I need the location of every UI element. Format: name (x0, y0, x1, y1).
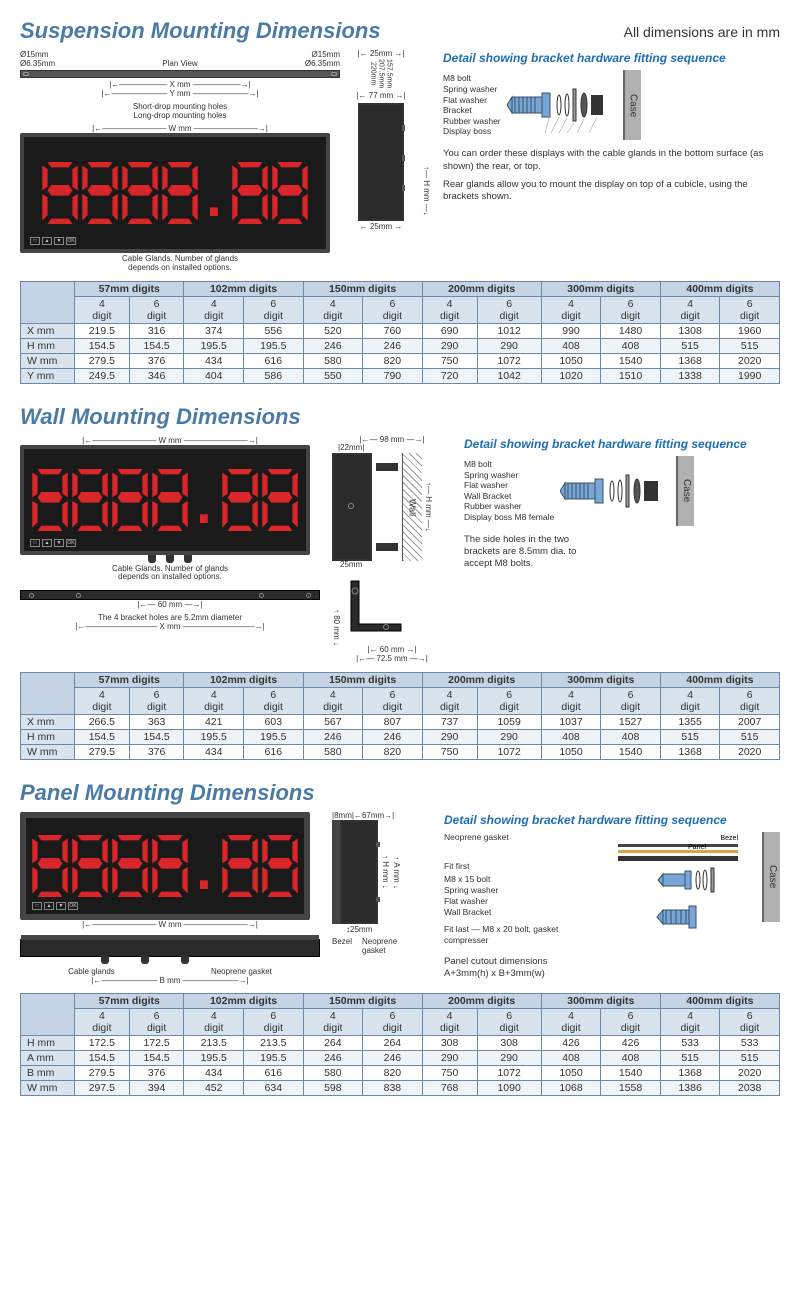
hardware-list-susp: M8 bolt Spring washer Flat washer Bracke… (443, 73, 501, 137)
display-side-susp: |← 25mm →| 220mm 207.5mm 157.5mm |← 77 m… (352, 50, 410, 232)
short-drop: Short-drop mounting holes (20, 102, 340, 111)
susp-note1: You can order these displays with the ca… (443, 148, 780, 173)
display-buttons-icon: □▲▼OK (32, 902, 78, 910)
hole-dia-right: Ø15mmØ6.35mm (305, 50, 340, 68)
case-label-panel: Case (762, 832, 780, 922)
display-front-susp: . □▲▼OK (20, 133, 330, 253)
display-buttons-icon: □▲▼OK (30, 539, 76, 547)
wall-section: Wall Mounting Dimensions |←———————— W mm… (20, 404, 780, 760)
suspension-section: Suspension Mounting Dimensions All dimen… (20, 18, 780, 384)
bezel-label: Bezel (332, 937, 352, 955)
digit-readout: . (42, 162, 309, 224)
panel-side-view: |8mm|←67mm→| ↑ H mm ↓ ↑ A mm ↓ ↕25mm Bez… (332, 812, 432, 956)
suspension-table: 57mm digits102mm digits150mm digits200mm… (20, 281, 780, 384)
bracket-icon (341, 576, 411, 646)
wall-detail: Detail showing bracket hardware fitting … (464, 436, 780, 571)
bolt-icon (507, 75, 617, 135)
digit-readout: . (32, 835, 299, 897)
panel-table: 57mm digits102mm digits150mm digits200mm… (20, 993, 780, 1096)
panel-section: Panel Mounting Dimensions (20, 780, 780, 1096)
neoprene-label-side: Neoprene gasket (362, 937, 406, 955)
y-dim: |←——————— Y mm ———————→| (20, 89, 340, 98)
wall-side-note: The side holes in the two brackets are 8… (464, 534, 604, 571)
h-label-susp: ↑— H mm —↓ (422, 166, 431, 216)
glands-note-2: Cable Glands. Number of glands depends o… (20, 565, 320, 583)
display-front-panel: . □▲▼OK (20, 812, 310, 920)
x-dim: |←—————— X mm ——————→| (20, 80, 340, 89)
susp-note2: Rear glands allow you to mount the displ… (443, 179, 780, 204)
display-buttons-icon: □▲▼OK (30, 237, 76, 245)
panel-bolt-icon: Bezel Panel (608, 832, 756, 942)
wall-side-view: |←— 98 mm —→| |22mm| Wall ↑— H mm —↓ 25m… (332, 436, 452, 664)
glands-note-1: Cable Glands. Number of glands depends o… (20, 255, 340, 273)
cutout-note: Panel cutout dimensions A+3mm(h) x B+3mm… (444, 956, 780, 981)
neoprene-label-bottom: Neoprene gasket (211, 967, 272, 976)
w-dim-susp: |←———————— W mm ————————→| (20, 124, 340, 133)
hole-dia-left: Ø15mmØ6.35mm (20, 50, 55, 68)
wall-hatch-icon: Wall (402, 453, 422, 561)
svg-text:Bezel: Bezel (721, 835, 739, 842)
case-label-susp: Case (623, 70, 641, 140)
neoprene-top-label: Neoprene gasket (444, 832, 602, 843)
fit-first-label: Fit first (444, 861, 602, 872)
wall-table: 57mm digits102mm digits150mm digits200mm… (20, 672, 780, 760)
display-front-wall: . □▲▼OK (20, 445, 310, 555)
cable-glands-label: Cable glands (68, 967, 115, 976)
digit-readout: . (32, 469, 299, 531)
suspension-detail: Detail showing bracket hardware fitting … (443, 50, 780, 204)
fit-last-label: Fit last (444, 924, 469, 934)
long-drop: Long-drop mounting holes (20, 111, 340, 120)
bolt-icon (560, 461, 670, 521)
svg-text:Panel: Panel (688, 844, 706, 851)
wall-title: Wall Mounting Dimensions (20, 404, 780, 430)
plan-view-label: Plan View (162, 59, 197, 68)
bracket-hole-note: The 4 bracket holes are 5.2mm diameter (20, 613, 320, 622)
panel-title: Panel Mounting Dimensions (20, 780, 780, 806)
panel-detail: Detail showing bracket hardware fitting … (444, 812, 780, 981)
case-label-wall: Case (676, 456, 694, 526)
